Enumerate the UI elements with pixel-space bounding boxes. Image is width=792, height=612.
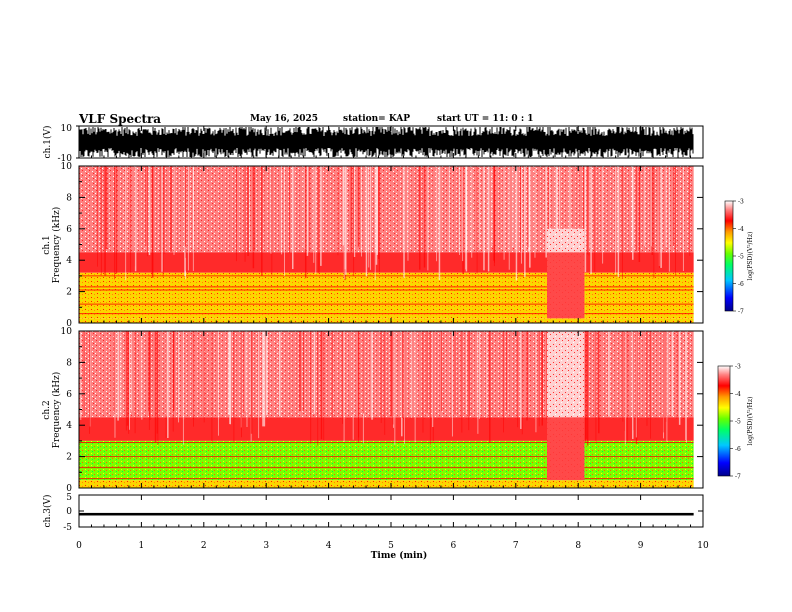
ch2-colorbar-tick-label: -7	[735, 474, 741, 481]
x-tick-label: 2	[201, 541, 207, 551]
spectrogram-quiet-band	[547, 252, 585, 319]
ch1-spec-ytick-label: 4	[66, 256, 72, 266]
ch1-spec-ytick-label: 2	[66, 288, 72, 298]
ch3-ytick-bottom: -5	[63, 523, 72, 533]
ch1-colorbar-tick-label: -7	[738, 309, 744, 316]
x-tick-label: 1	[139, 541, 145, 551]
ch3-waveform-trace	[79, 512, 694, 516]
ch1-colorbar-tick-label: -6	[738, 281, 744, 288]
time-axis-label: Time (min)	[371, 550, 428, 561]
ch2-colorbar-label: log(PSD)(V²/Hz)	[747, 397, 754, 446]
ch1-spec-ytick-label: 8	[66, 193, 72, 203]
ch2-spec-ytick-label: 2	[66, 453, 72, 463]
x-tick-label: 5	[388, 541, 394, 551]
ch1-colorbar-tick-label: -4	[738, 226, 744, 233]
spectrogram-high-band	[79, 166, 703, 253]
ch1-spec-ytick-label: 0	[66, 319, 72, 329]
ch3-ytick-mid: 0	[66, 507, 72, 517]
ch1-ylabel: ch.1(V)	[42, 126, 53, 159]
x-tick-label: 6	[451, 541, 457, 551]
spectrogram-mid-band	[79, 417, 703, 441]
ch1-colorbar-tick-label: -5	[738, 254, 744, 261]
ch3-ytick-top: 5	[66, 493, 72, 503]
ch2-colorbar-tick-label: -4	[735, 391, 741, 398]
x-tick-label: 8	[575, 541, 581, 551]
ch2-spec-ytick-label: 8	[66, 358, 72, 368]
x-tick-label: 4	[326, 541, 332, 551]
ch2-spec-ytick-label: 4	[66, 421, 72, 431]
ch1-spec-ylabel-channel: ch.1	[42, 235, 52, 254]
station-label: station= KAP	[343, 114, 411, 124]
ch2-colorbar-tick-label: -3	[735, 364, 741, 371]
x-tick-label: 10	[697, 541, 709, 551]
ch1-spec-ylabel-freq: Frequency (kHz)	[51, 207, 62, 284]
spectrogram-low-band	[79, 272, 703, 319]
ch2-spec-ytick-label: 10	[61, 327, 73, 337]
ch2-colorbar-tick-label: -5	[735, 419, 741, 426]
ch2-spectrogram-image	[79, 331, 703, 488]
ch1-spec-ytick-label: 10	[61, 162, 73, 172]
spectrogram-low-band	[79, 440, 703, 481]
date-label: May 16, 2025	[250, 114, 318, 124]
ch1-waveform-panel: 10 -10 ch.1(V)	[42, 124, 704, 164]
ch1-ytick-top: 10	[61, 124, 73, 134]
ch3-ylabel: ch.3(V)	[42, 495, 53, 528]
spectrogram-no-data	[693, 166, 703, 323]
ch1-ytick-bottom: -10	[58, 154, 73, 164]
ch1-colorbar-tick-label: -3	[738, 199, 744, 206]
start-time-label: start UT = 11: 0 : 1	[437, 114, 534, 124]
figure-title: VLF Spectra	[79, 112, 162, 126]
ch2-spec-ytick-label: 6	[66, 390, 72, 400]
x-tick-label: 7	[513, 541, 519, 551]
ch1-colorbar-label: log(PSD)(V²/Hz)	[747, 232, 754, 281]
ch2-colorbar-tick-label: -6	[735, 446, 741, 453]
ch2-spec-ylabel-channel: ch.2	[42, 400, 52, 419]
time-axis: 0 1 2 3 4 5 6 7 8 9 10	[76, 126, 709, 551]
ch1-colorbar	[724, 200, 734, 312]
ch1-waveform-trace	[79, 127, 694, 157]
ch3-waveform-panel: 5 0 -5 ch.3(V)	[42, 493, 704, 533]
ch1-spectrogram-image	[79, 166, 703, 323]
spectrogram-quiet-band	[547, 417, 585, 481]
x-tick-label: 3	[263, 541, 269, 551]
ch2-spec-ytick-label: 0	[66, 484, 72, 494]
ch2-colorbar	[717, 365, 731, 477]
x-tick-label: 9	[638, 541, 644, 551]
ch1-spec-ytick-label: 6	[66, 225, 72, 235]
spectrogram-no-data	[693, 331, 703, 488]
x-tick-label: 0	[76, 541, 82, 551]
spectrogram-mid-band	[79, 252, 703, 273]
ch2-spec-ylabel-freq: Frequency (kHz)	[51, 372, 62, 449]
